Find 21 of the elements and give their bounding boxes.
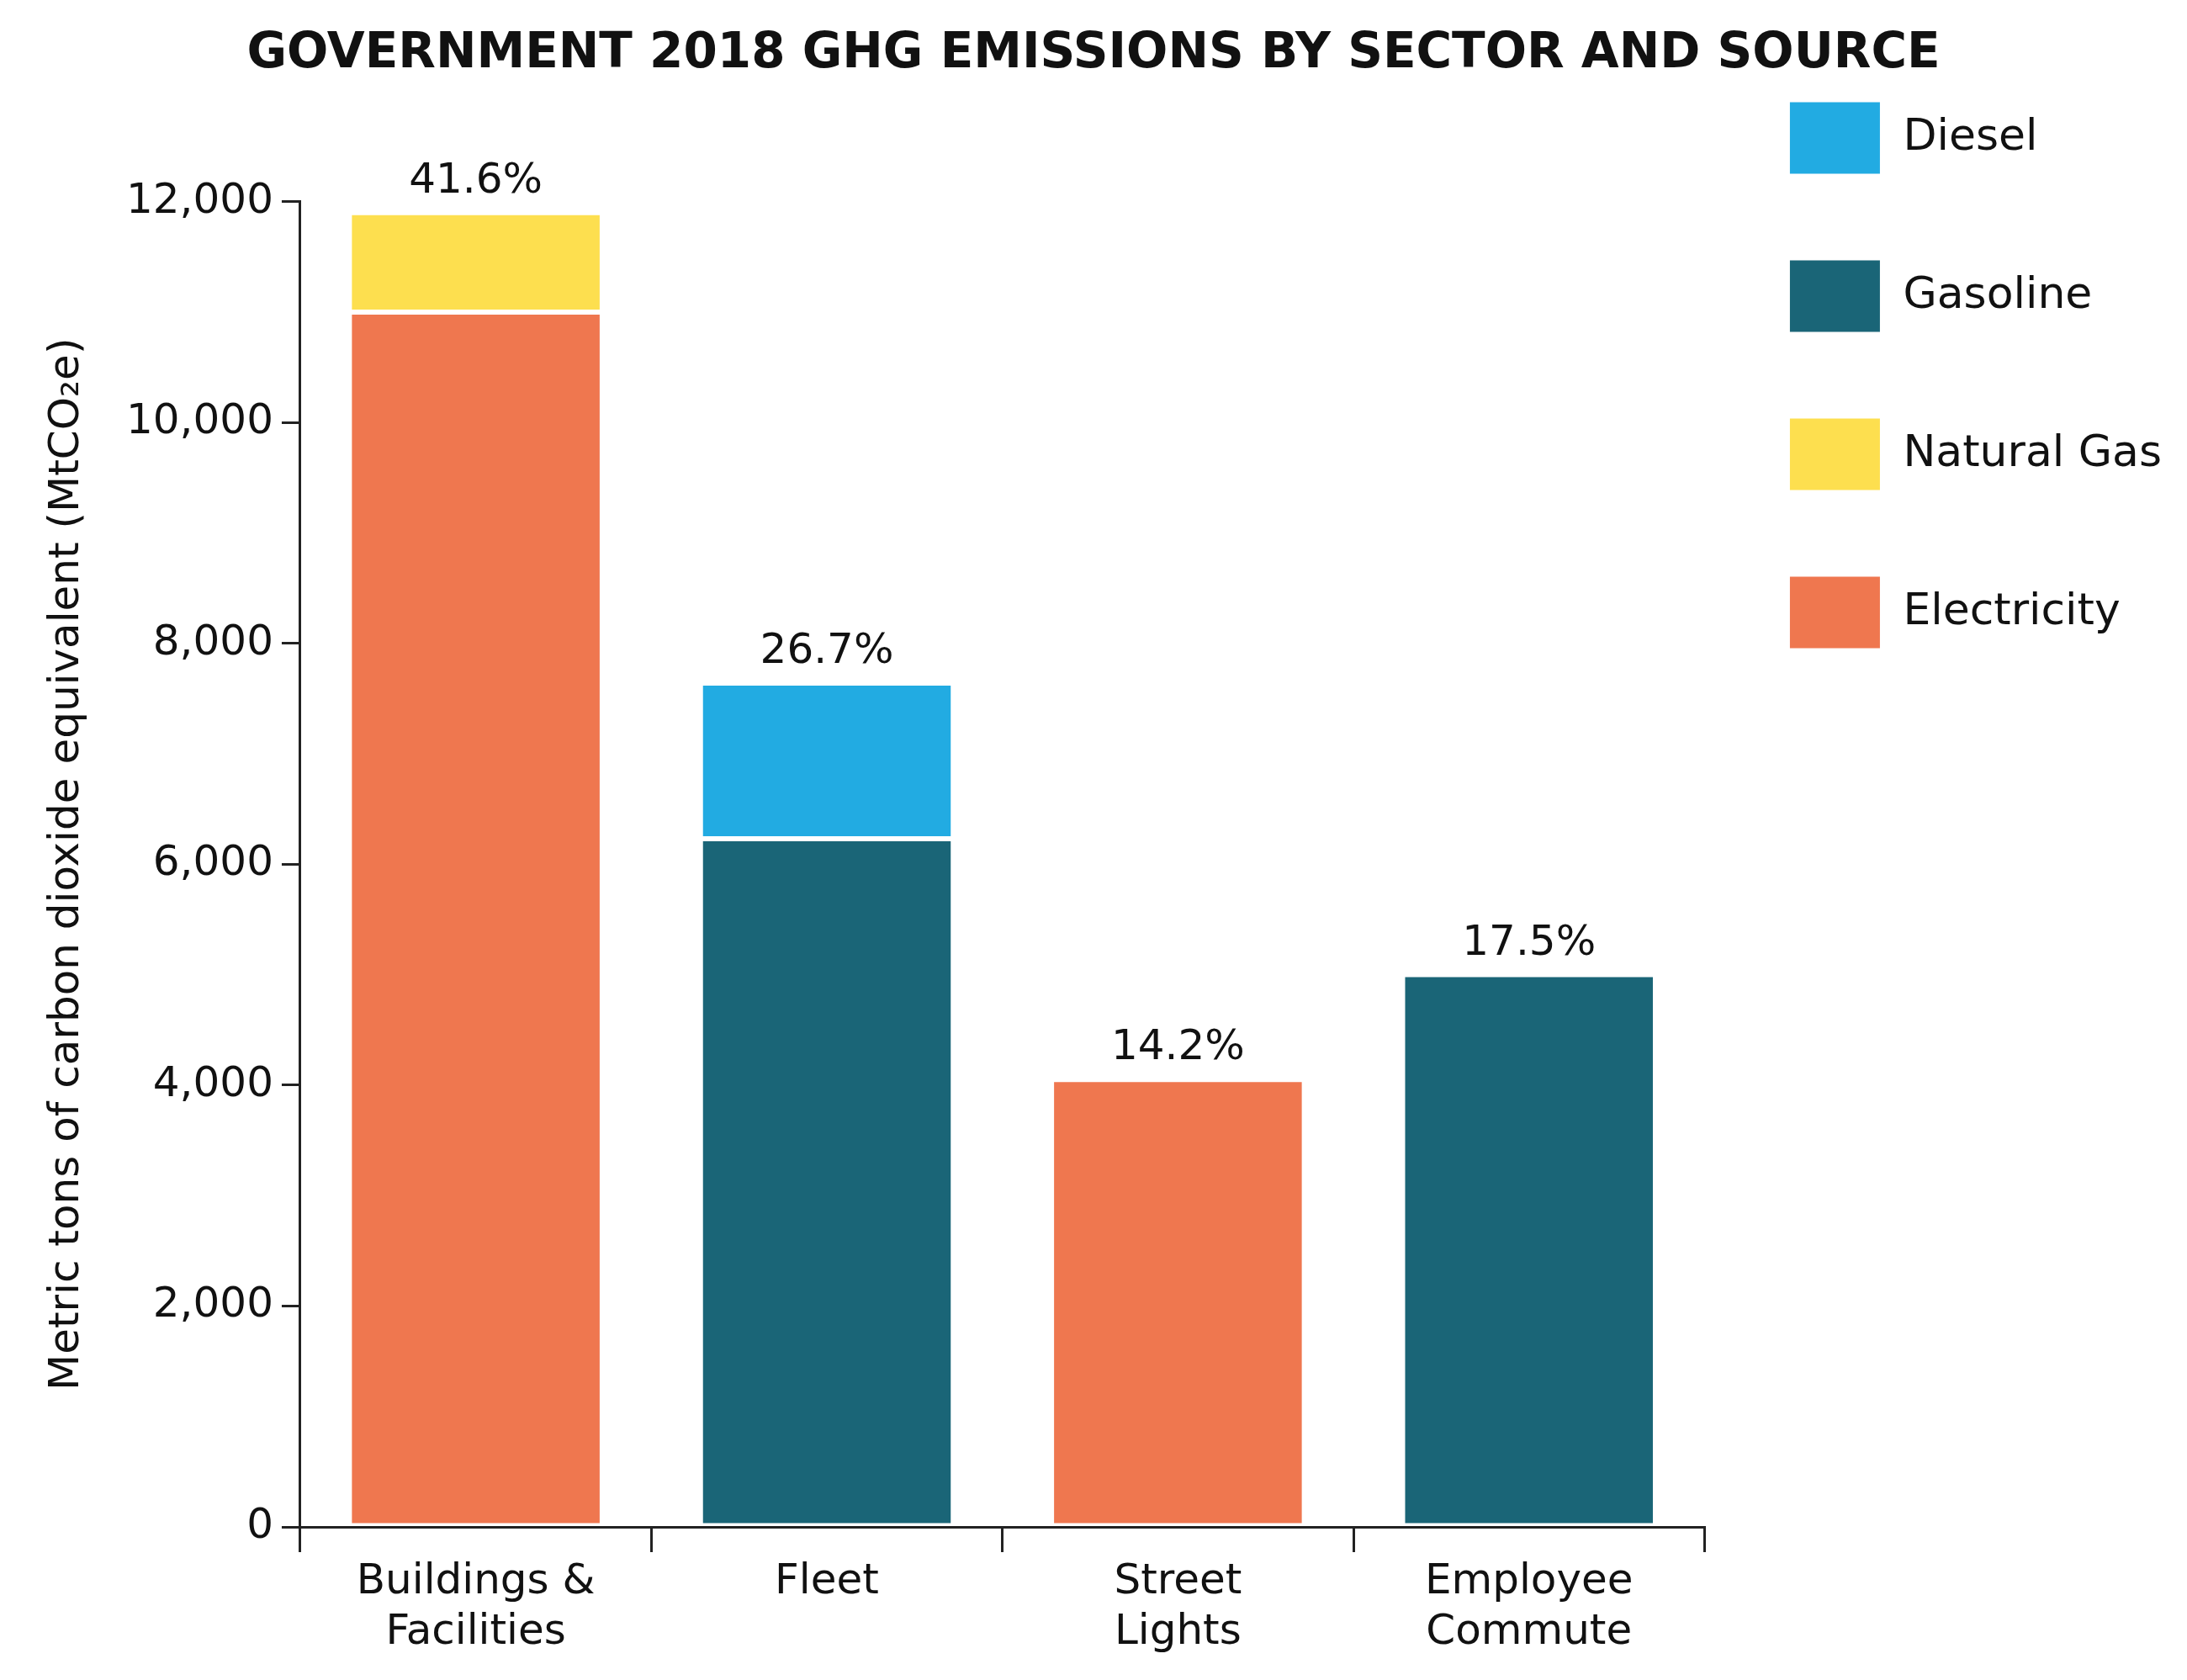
- y-tick-label: 0: [246, 1498, 273, 1548]
- legend-label: Electricity: [1903, 583, 2121, 634]
- x-tick-label: Buildings & Facilities: [356, 1554, 596, 1654]
- y-tick-label: 2,000: [152, 1278, 273, 1328]
- y-tick-label: 10,000: [126, 395, 273, 444]
- x-tick-label: Employee Commute: [1424, 1554, 1634, 1654]
- legend-label: Diesel: [1903, 109, 2038, 160]
- y-axis-title: Metric tons of carbon dioxide equivalent (MtCO₂e): [39, 337, 88, 1391]
- legend-label: Gasoline: [1903, 267, 2093, 318]
- annotation: 17.5%: [1462, 915, 1597, 965]
- x-tick-label: Fleet: [775, 1554, 879, 1603]
- annotation: 26.7%: [760, 623, 894, 673]
- annotation: 41.6%: [409, 153, 543, 203]
- chart-title: GOVERNMENT 2018 GHG EMISSIONS BY SECTOR AND SOURCE: [246, 21, 1941, 79]
- legend-label: Natural Gas: [1903, 425, 2163, 476]
- y-tick-label: 8,000: [152, 615, 273, 665]
- y-tick-label: 12,000: [126, 173, 273, 223]
- y-tick-label: 6,000: [152, 836, 273, 886]
- y-tick-label: 4,000: [152, 1057, 273, 1106]
- x-tick-label: Street Lights: [1114, 1554, 1242, 1654]
- annotation: 14.2%: [1110, 1020, 1245, 1070]
